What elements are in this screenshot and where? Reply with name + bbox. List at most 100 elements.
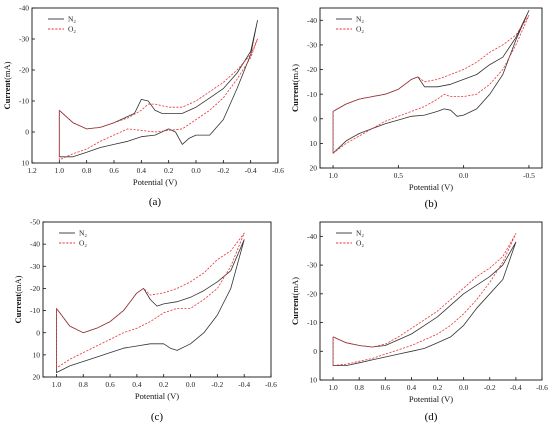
y-tick-label: -40 bbox=[30, 240, 40, 249]
y-tick-label: 0 bbox=[36, 328, 40, 337]
legend-label-n2: N₂ bbox=[68, 15, 76, 24]
y-tick-label: 0 bbox=[313, 114, 317, 123]
y-tick-label: -40 bbox=[307, 232, 317, 241]
x-tick-label: -0.4 bbox=[510, 383, 522, 392]
x-tick-label: 0.2 bbox=[164, 166, 174, 175]
y-tick-label: -40 bbox=[307, 16, 317, 25]
x-tick-label: 0.8 bbox=[82, 166, 92, 175]
y-tick-label: 20 bbox=[310, 164, 318, 173]
y-axis-title-bold: Current bbox=[13, 294, 23, 324]
x-tick-label: 0.4 bbox=[132, 380, 142, 389]
x-tick-label: 1.0 bbox=[328, 171, 338, 180]
chart-panel-d: 1.0 0.8 0.6 0.4 0.2 0.0 -0.2 -0.4 -0.6 -40 -30 -20 -… bbox=[290, 221, 548, 423]
plot-frame bbox=[42, 221, 272, 378]
y-tick-label: -10 bbox=[19, 97, 29, 106]
x-tick-label: -0.6 bbox=[272, 166, 284, 175]
series-line-o2 bbox=[56, 232, 245, 369]
legend-label-n2: N₂ bbox=[79, 229, 87, 238]
y-axis-title-unit: (mA) bbox=[2, 61, 12, 80]
y-tick-label: 10 bbox=[310, 376, 318, 385]
x-tick-label: 0.0 bbox=[459, 171, 469, 180]
x-tick-label: 0.0 bbox=[186, 380, 196, 389]
x-tick-label: -0.6 bbox=[536, 383, 548, 392]
x-tick-label: 0.8 bbox=[79, 380, 89, 389]
y-axis-title: Current(mA) bbox=[13, 275, 23, 323]
series-line-n2 bbox=[56, 239, 245, 373]
panel-label: (d) bbox=[425, 411, 438, 423]
panel-label: (c) bbox=[151, 411, 164, 423]
y-tick-label: 10 bbox=[310, 139, 318, 148]
series-line-o2 bbox=[332, 233, 517, 366]
x-tick-label: -0.4 bbox=[238, 380, 250, 389]
plot-frame bbox=[31, 7, 279, 164]
x-tick-label: 1.0 bbox=[55, 166, 65, 175]
x-tick-label: -0.4 bbox=[245, 166, 257, 175]
legend-label-n2: N₂ bbox=[356, 15, 364, 24]
y-axis-title-bold: Current bbox=[2, 80, 12, 110]
y-axis-title-bold: Current bbox=[290, 295, 300, 325]
plot-frame bbox=[319, 221, 543, 381]
panel-label: (b) bbox=[425, 198, 438, 210]
y-axis-title-bold: Current bbox=[290, 82, 300, 112]
x-tick-label: 1.0 bbox=[52, 380, 62, 389]
legend-label-o2: O₂ bbox=[356, 239, 364, 248]
y-axis-title: Current(mA) bbox=[2, 61, 12, 109]
x-tick-label: 1.2 bbox=[27, 166, 37, 175]
y-tick-label: -10 bbox=[307, 318, 317, 327]
y-tick-label: -20 bbox=[30, 284, 40, 293]
y-tick-label: 10 bbox=[33, 350, 41, 359]
x-tick-label: -0.5 bbox=[523, 171, 535, 180]
x-tick-label: 0.6 bbox=[109, 166, 119, 175]
y-tick-label: -20 bbox=[307, 65, 317, 74]
x-tick-label: -0.2 bbox=[211, 380, 223, 389]
chart-panel-b: 1.0 0.5 0.0 -0.5 -40 -30 -20 -10 0 10 20 Potential … bbox=[290, 7, 543, 210]
x-tick-label: 0.8 bbox=[354, 383, 364, 392]
x-tick-label: -0.2 bbox=[217, 166, 229, 175]
y-tick-label: -40 bbox=[19, 4, 29, 13]
x-tick-label: 0.2 bbox=[159, 380, 169, 389]
x-tick-label: 0.0 bbox=[459, 383, 469, 392]
x-axis-title: Potential (V) bbox=[133, 177, 177, 187]
y-tick-label: 20 bbox=[33, 373, 41, 382]
series-line-n2 bbox=[332, 241, 517, 366]
y-tick-label: -30 bbox=[307, 41, 317, 50]
chart-panel-a: 1.2 1.0 0.8 0.6 0.4 0.2 0.0 -0.2 -0.4 -0.6 -40 -30 -… bbox=[2, 4, 284, 208]
legend-label-n2: N₂ bbox=[356, 229, 364, 238]
legend-label-o2: O₂ bbox=[79, 239, 87, 248]
x-tick-label: 0.0 bbox=[191, 166, 201, 175]
y-axis-title: Current(mA) bbox=[290, 64, 300, 112]
x-tick-label: 0.4 bbox=[137, 166, 147, 175]
legend-label-o2: O₂ bbox=[68, 25, 76, 34]
chart-panel-c: 1.0 0.8 0.6 0.4 0.2 0.0 -0.2 -0.4 -0.6 -50 -40 -30 -… bbox=[13, 218, 277, 423]
x-tick-label: 0.4 bbox=[407, 383, 417, 392]
x-tick-label: -0.2 bbox=[484, 383, 496, 392]
y-tick-label: 0 bbox=[313, 347, 317, 356]
panel-label: (a) bbox=[149, 196, 162, 208]
x-tick-label: 0.2 bbox=[433, 383, 443, 392]
y-tick-label: -30 bbox=[30, 262, 40, 271]
x-axis-title: Potential (V) bbox=[409, 182, 453, 192]
y-axis-title-unit: (mA) bbox=[13, 275, 23, 294]
legend-label-o2: O₂ bbox=[356, 25, 364, 34]
series-line-o2 bbox=[332, 15, 530, 154]
x-axis-title: Potential (V) bbox=[409, 394, 453, 404]
y-tick-label: 0 bbox=[25, 128, 29, 137]
plot-frame bbox=[319, 7, 543, 169]
x-tick-label: -0.6 bbox=[265, 380, 277, 389]
x-tick-label: 0.6 bbox=[105, 380, 115, 389]
series-line-o2 bbox=[58, 38, 258, 161]
y-tick-label: -30 bbox=[307, 261, 317, 270]
x-axis-title: Potential (V) bbox=[135, 391, 179, 401]
y-tick-label: 10 bbox=[22, 159, 30, 168]
y-axis-title-unit: (mA) bbox=[290, 277, 300, 296]
y-tick-label: -10 bbox=[307, 90, 317, 99]
y-tick-label: -20 bbox=[19, 66, 29, 75]
y-axis-title-unit: (mA) bbox=[290, 64, 300, 83]
y-tick-label: -10 bbox=[30, 306, 40, 315]
y-tick-label: -50 bbox=[30, 218, 40, 227]
y-axis-title: Current(mA) bbox=[290, 277, 300, 325]
series-line-n2 bbox=[58, 20, 258, 158]
y-tick-label: -30 bbox=[19, 35, 29, 44]
x-tick-label: 0.5 bbox=[394, 171, 404, 180]
